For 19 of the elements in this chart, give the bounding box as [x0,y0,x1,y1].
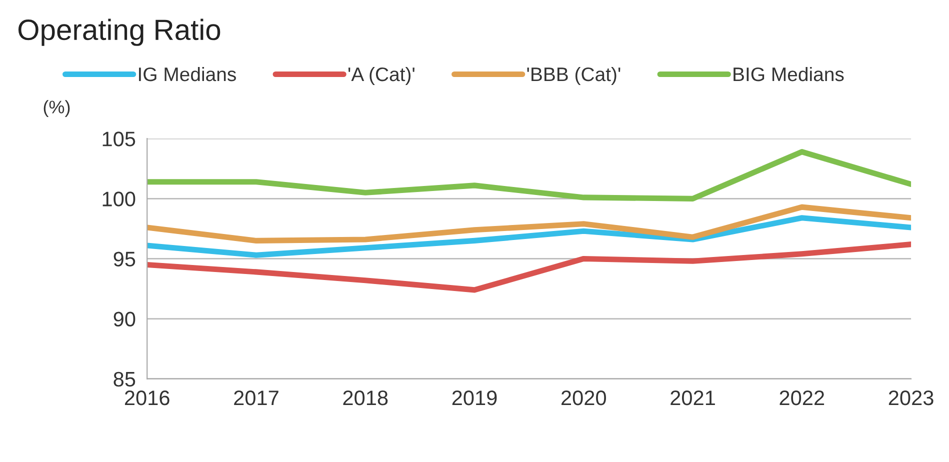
legend-label: BIG Medians [734,66,844,82]
y-tick-label: 100 [102,192,136,206]
y-tick-label: 95 [114,252,136,266]
x-tick-label: 2016 [124,390,170,406]
legend-label: IG Medians [139,66,236,82]
chart-title: Operating Ratio [18,18,220,46]
legend-label: 'BBB (Cat)' [527,66,620,86]
x-tick-label: 2023 [888,390,934,406]
y-tick-label: 85 [114,372,136,387]
x-tick-label: 2022 [780,390,824,406]
x-tick-label: 2021 [670,390,715,406]
y-axis-title: (%) [44,100,70,117]
x-tick-label: 2019 [452,390,497,406]
y-tick-label: 105 [102,132,136,146]
x-tick-label: 2020 [562,390,606,406]
y-tick-label: 90 [114,312,136,327]
legend-label: 'A (Cat)' [348,66,414,86]
x-tick-label: 2017 [234,390,278,406]
x-tick-label: 2018 [343,390,388,406]
